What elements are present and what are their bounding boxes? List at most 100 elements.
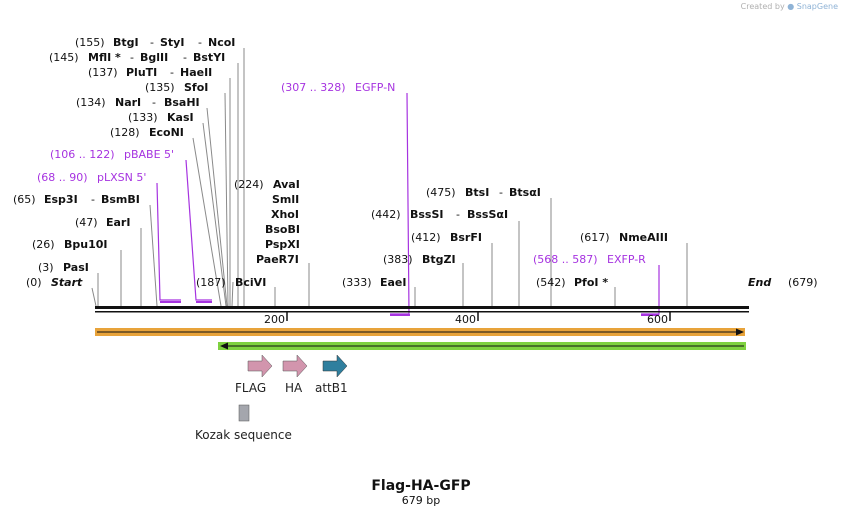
enzyme-name: BsmBI bbox=[101, 193, 140, 206]
feature-attb1[interactable]: attB1 bbox=[315, 354, 348, 395]
site-label-442[interactable]: (442) BssSI - BssSαI bbox=[371, 208, 508, 221]
svg-text:-: - bbox=[456, 208, 460, 221]
enzyme-name: NcoI bbox=[208, 36, 235, 49]
site-label-134[interactable]: (134) NarI - BsaHI bbox=[76, 96, 200, 109]
enzyme-name: StyI bbox=[160, 36, 184, 49]
svg-text:-: - bbox=[91, 193, 95, 206]
feature-label: Kozak sequence bbox=[195, 428, 292, 442]
enzyme-name: EaeI bbox=[380, 276, 407, 289]
enzyme-name: BtsαI bbox=[509, 186, 541, 199]
feature-arrow-icon bbox=[322, 354, 348, 378]
site-label-135[interactable]: (135) SfoI bbox=[145, 81, 208, 94]
snapgene-watermark: Created by ● SnapGene bbox=[741, 2, 838, 11]
enzyme-name: EcoNI bbox=[149, 126, 184, 139]
orf-reverse-arrow[interactable] bbox=[218, 342, 746, 350]
enzyme-name: BciVI bbox=[235, 276, 266, 289]
site-label-617[interactable]: (617) NmeAIII bbox=[580, 231, 668, 244]
enzyme-name: BglII bbox=[140, 51, 168, 64]
enzyme-name: KasI bbox=[167, 111, 194, 124]
enzyme-name: BsaHI bbox=[164, 96, 200, 109]
enzyme-name: EarI bbox=[106, 216, 130, 229]
site-label-26[interactable]: (26) Bpu10I bbox=[32, 238, 108, 251]
feature-arrow-icon bbox=[247, 354, 273, 378]
site-label-133[interactable]: (133) KasI bbox=[128, 111, 194, 124]
end-label: End bbox=[748, 276, 771, 289]
enzyme-name: Esp3I bbox=[44, 193, 78, 206]
enzyme-name: BssSαI bbox=[467, 208, 508, 221]
site-pos: (155) bbox=[75, 36, 105, 49]
ruler-tick-label: 200 bbox=[264, 313, 285, 326]
site-pos: (383) bbox=[383, 253, 413, 266]
site-label-145[interactable]: (145) MflI * - BglII - BstYI bbox=[49, 51, 225, 64]
start-pos: (0) bbox=[26, 276, 42, 289]
site-label-383[interactable]: (383) BtgZI bbox=[383, 253, 456, 266]
svg-text:-: - bbox=[130, 51, 134, 64]
enzyme-name: BtgI bbox=[113, 36, 139, 49]
ruler-tick-label: 400 bbox=[455, 313, 476, 326]
site-label-128[interactable]: (128) EcoNI bbox=[110, 126, 184, 139]
feature-flag[interactable]: FLAG bbox=[235, 354, 273, 395]
primer-leader bbox=[185, 159, 212, 301]
start-leader bbox=[91, 287, 97, 307]
site-label-224[interactable]: (224) AvaI SmlI XhoI BsoBI PspXI PaeR7I bbox=[234, 178, 300, 266]
site-pos: (65) bbox=[13, 193, 36, 206]
primer-name: pBABE 5' bbox=[124, 148, 174, 161]
feature-label: HA bbox=[285, 381, 303, 395]
enzyme-name: NarI bbox=[115, 96, 141, 109]
svg-text:-: - bbox=[152, 96, 156, 109]
site-pos: (224) bbox=[234, 178, 264, 191]
site-pos: (3) bbox=[38, 261, 54, 274]
enzyme-name: SmlI bbox=[272, 193, 299, 206]
orf-forward-arrowhead bbox=[736, 328, 744, 336]
primer-plxsn-5[interactable]: (68 .. 90) pLXSN 5' bbox=[37, 171, 181, 303]
site-label-475[interactable]: (475) BtsI - BtsαI bbox=[426, 186, 541, 199]
site-pos: (333) bbox=[342, 276, 372, 289]
site-pos: (26) bbox=[32, 238, 55, 251]
site-label-137[interactable]: (137) PluTI - HaeII bbox=[88, 66, 212, 79]
site-label-155[interactable]: (155) BtgI - StyI - NcoI bbox=[75, 36, 235, 49]
enzyme-name: BtgZI bbox=[422, 253, 456, 266]
primer-name: EGFP-N bbox=[355, 81, 395, 94]
orf-forward-arrow[interactable] bbox=[95, 328, 745, 336]
enzyme-name: SfoI bbox=[184, 81, 208, 94]
end-pos: (679) bbox=[788, 276, 818, 289]
site-pos: (128) bbox=[110, 126, 140, 139]
site-label-542[interactable]: (542) PfoI * bbox=[536, 276, 608, 289]
site-pos: (617) bbox=[580, 231, 610, 244]
primer-leader bbox=[156, 182, 181, 301]
site-label-333[interactable]: (333) EaeI bbox=[342, 276, 407, 289]
ruler: 200 400 600 bbox=[264, 312, 671, 326]
enzyme-name: HaeII bbox=[180, 66, 212, 79]
site-pos: (134) bbox=[76, 96, 106, 109]
svg-text:-: - bbox=[198, 36, 202, 49]
enzyme-name: BstYI bbox=[193, 51, 225, 64]
site-pos: (133) bbox=[128, 111, 158, 124]
snapgene-logo-icon: ● bbox=[787, 2, 795, 11]
enzyme-name: XhoI bbox=[271, 208, 299, 221]
site-pos: (137) bbox=[88, 66, 118, 79]
primer-pbabe-5[interactable]: (106 .. 122) pBABE 5' bbox=[50, 148, 212, 303]
orf-reverse-arrowhead bbox=[220, 342, 228, 350]
primer-range: (106 .. 122) bbox=[50, 148, 115, 161]
feature-ha[interactable]: HA bbox=[282, 354, 308, 395]
site-label-412[interactable]: (412) BsrFI bbox=[411, 231, 482, 244]
enzyme-name: NmeAIII bbox=[619, 231, 668, 244]
site-pos: (135) bbox=[145, 81, 175, 94]
site-pos: (475) bbox=[426, 186, 456, 199]
primer-range: (568 .. 587) bbox=[533, 253, 598, 266]
feature-kozak[interactable]: Kozak sequence bbox=[195, 404, 292, 442]
primer-egfp-n[interactable]: (307 .. 328) EGFP-N bbox=[281, 81, 410, 316]
site-label-65[interactable]: (65) Esp3I - BsmBI bbox=[13, 193, 140, 206]
enzyme-name: PluTI bbox=[126, 66, 157, 79]
dna-backbone bbox=[95, 306, 749, 313]
site-label-187[interactable]: (187) BciVI bbox=[196, 276, 266, 289]
site-pos: (412) bbox=[411, 231, 441, 244]
primer-exfp-r[interactable]: (568 .. 587) EXFP-R bbox=[533, 253, 660, 316]
enzyme-name: AvaI bbox=[273, 178, 300, 191]
site-label-3[interactable]: (3) PasI bbox=[38, 261, 89, 274]
watermark-created-by: Created by bbox=[740, 2, 785, 11]
site-label-47[interactable]: (47) EarI bbox=[75, 216, 130, 229]
enzyme-name: BsoBI bbox=[265, 223, 300, 236]
primer-range: (68 .. 90) bbox=[37, 171, 88, 184]
